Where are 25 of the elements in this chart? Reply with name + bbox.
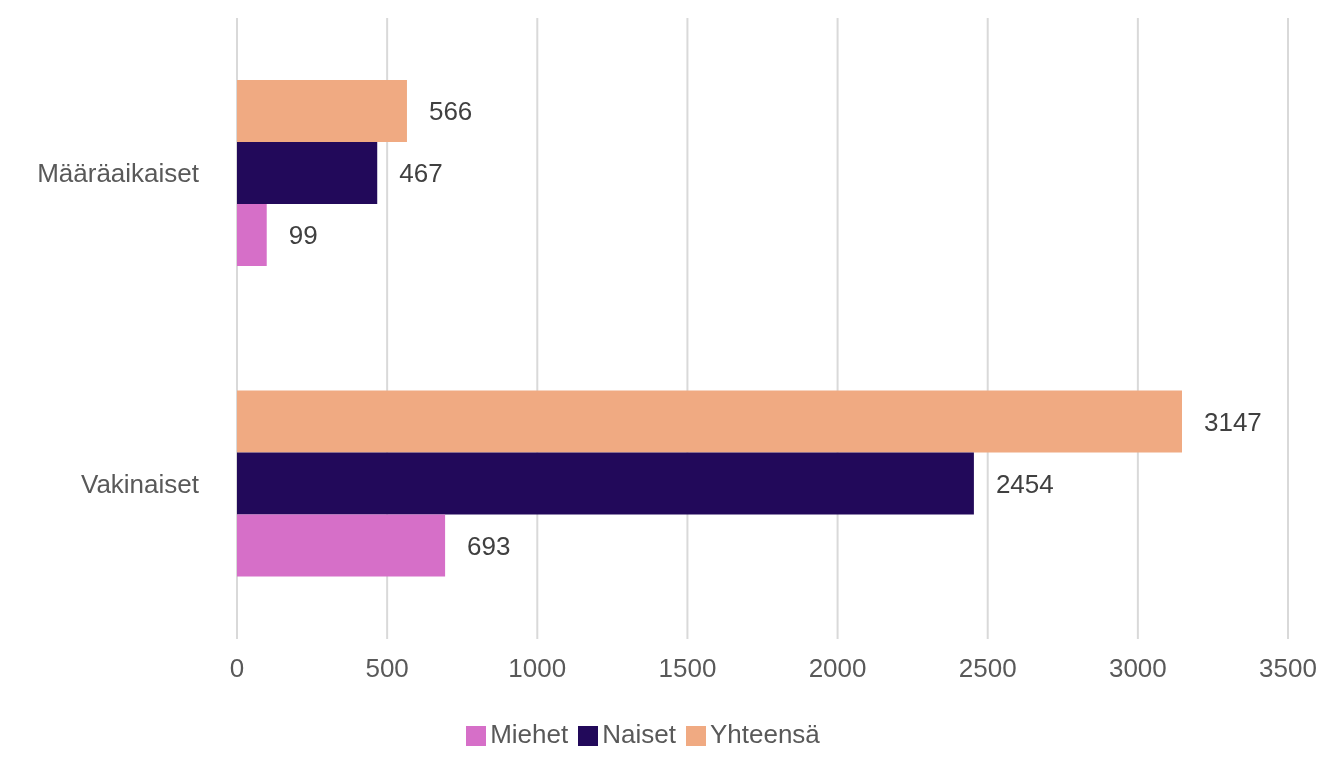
x-tick-label: 3500	[1259, 653, 1317, 684]
y-tick-label: Vakinaiset	[80, 468, 200, 499]
x-tick-label: 500	[365, 653, 409, 684]
data-label: 2454	[995, 468, 1054, 499]
x-tick-label: 2000	[808, 653, 867, 684]
x-tick-label: 3000	[1108, 653, 1167, 684]
legend-label: Miehet	[490, 719, 569, 749]
bar	[237, 204, 267, 267]
x-tick-label: 2500	[958, 653, 1017, 684]
legend-label: Yhteensä	[709, 719, 820, 749]
data-label: 467	[399, 158, 443, 189]
legend-label: Naiset	[602, 719, 676, 749]
data-label: 693	[467, 530, 511, 561]
x-tick-label: 1500	[658, 653, 717, 684]
bar	[237, 142, 378, 205]
x-tick-label: 0	[229, 653, 245, 684]
bar	[237, 452, 974, 515]
bar	[237, 80, 407, 143]
data-label: 566	[428, 96, 473, 127]
bar	[237, 514, 446, 577]
x-tick-label: 1000	[508, 653, 567, 684]
data-label: 99	[288, 220, 318, 251]
y-tick-label: Määräaikaiset	[37, 158, 200, 189]
bar	[237, 390, 1182, 453]
data-label: 3147	[1204, 406, 1262, 437]
